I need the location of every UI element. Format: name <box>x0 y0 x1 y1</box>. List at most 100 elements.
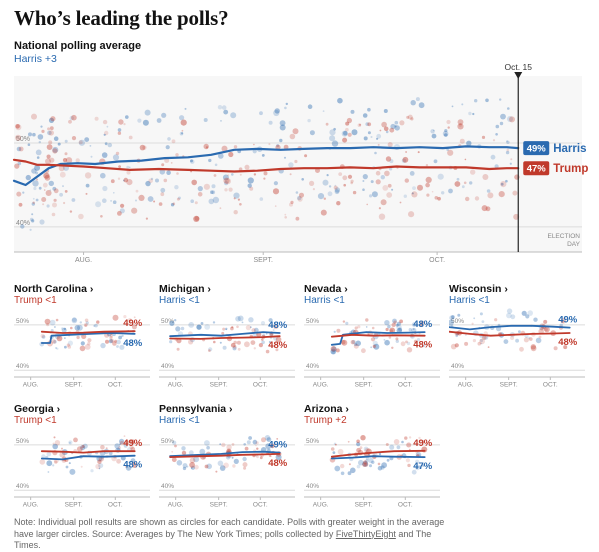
poll-dot <box>112 154 120 161</box>
poll-dot <box>283 144 289 150</box>
state-panel-north-carolina[interactable]: North Carolina › Trump <1 50% 40% AUG. SEPT… <box>14 283 154 395</box>
source-link[interactable]: FiveThirtyEight <box>335 528 396 539</box>
state-name[interactable]: Nevada › <box>304 283 348 295</box>
state-panel-pennsylvania[interactable]: Pennsylvania › Harris <1 50% 40% AUG. SEPT.… <box>159 403 299 515</box>
poll-dot <box>241 321 244 324</box>
poll-dot <box>382 185 389 191</box>
poll-dot <box>331 346 337 352</box>
state-panel-nevada[interactable]: Nevada › Harris <1 50% 40% AUG. SEPT. OCT. 48… <box>304 283 444 395</box>
poll-dot <box>213 340 216 344</box>
poll-dot <box>69 210 73 213</box>
poll-dot <box>221 105 227 110</box>
state-panel-georgia[interactable]: Georgia › Trump <1 50% 40% AUG. SEPT. OCT. 48… <box>14 403 154 515</box>
poll-dot <box>129 166 131 169</box>
poll-dot <box>51 339 56 344</box>
y-tick-label: 40% <box>306 363 319 370</box>
poll-dot <box>132 463 138 468</box>
poll-dot <box>264 435 271 441</box>
poll-dot <box>196 324 202 330</box>
poll-dot <box>261 437 266 443</box>
state-name[interactable]: North Carolina › <box>14 283 94 295</box>
poll-dot <box>255 444 257 447</box>
poll-dot <box>126 179 133 186</box>
poll-dot <box>525 314 530 319</box>
poll-dot <box>176 460 183 466</box>
poll-dot <box>334 465 341 472</box>
y-tick-label: 50% <box>16 136 30 143</box>
poll-dot <box>181 129 184 132</box>
state-name[interactable]: Arizona › <box>304 403 349 415</box>
poll-dot <box>499 98 502 101</box>
poll-dot <box>223 177 230 184</box>
poll-dot <box>193 456 200 463</box>
poll-dot <box>326 174 329 177</box>
x-tick-label: SEPT. <box>210 382 228 389</box>
poll-dot <box>270 445 272 448</box>
harris-end-value: 49% <box>527 144 547 155</box>
poll-dot <box>390 123 396 130</box>
state-panel-michigan[interactable]: Michigan › Harris <1 50% 40% AUG. SEPT. OCT.… <box>159 283 299 395</box>
footnote-text: Note: Individual poll results are shown … <box>14 517 445 539</box>
poll-dot <box>59 171 66 178</box>
poll-dot <box>176 347 180 351</box>
x-tick-label: OCT. <box>108 382 123 389</box>
poll-dot <box>411 469 417 475</box>
poll-dot <box>487 346 490 348</box>
state-name[interactable]: Wisconsin › <box>449 283 508 295</box>
state-chart: 50% 40% AUG. SEPT. OCT. 48% 48% <box>159 315 295 389</box>
poll-dot <box>388 336 392 339</box>
poll-dot <box>451 105 454 108</box>
poll-dot <box>199 448 206 455</box>
poll-dot <box>161 163 165 167</box>
poll-dot <box>108 451 113 456</box>
poll-dot <box>190 465 196 470</box>
poll-dot <box>276 144 280 148</box>
poll-dot <box>35 198 39 202</box>
poll-dot <box>362 174 368 180</box>
poll-dot <box>367 107 371 112</box>
poll-dot <box>109 334 114 338</box>
poll-dot <box>269 455 272 458</box>
poll-dot <box>230 342 236 348</box>
poll-dot <box>203 118 208 122</box>
poll-dot <box>341 130 348 137</box>
poll-dot <box>123 177 129 183</box>
state-panel-arizona[interactable]: Arizona › Trump +2 50% 40% AUG. SEPT. OCT. 47… <box>304 403 444 515</box>
poll-dot <box>225 328 228 331</box>
state-name[interactable]: Georgia › <box>14 403 61 415</box>
state-name[interactable]: Pennsylvania › <box>159 403 233 415</box>
poll-dot <box>481 320 485 323</box>
poll-dot <box>413 339 418 344</box>
poll-dot <box>471 322 474 325</box>
poll-dot <box>406 347 413 353</box>
state-leader: Trump <1 <box>14 415 57 426</box>
poll-dot <box>36 156 40 159</box>
poll-dot <box>160 187 166 193</box>
poll-dot <box>333 442 337 445</box>
x-tick-label: SEPT. <box>500 382 518 389</box>
poll-dot <box>105 447 108 450</box>
poll-dot <box>178 196 181 200</box>
poll-dot <box>485 206 491 212</box>
poll-dot <box>370 136 373 138</box>
poll-dot <box>112 200 117 204</box>
poll-dot <box>351 129 358 136</box>
poll-dot <box>284 213 287 216</box>
poll-dot <box>352 190 357 195</box>
poll-dot <box>506 140 510 144</box>
poll-dot <box>100 172 106 179</box>
poll-dot <box>224 178 231 185</box>
state-panel-wisconsin[interactable]: Wisconsin › Harris <1 50% 40% AUG. SEPT. OCT… <box>449 283 589 395</box>
poll-dot <box>114 443 120 449</box>
poll-dot <box>350 467 356 474</box>
state-name[interactable]: Michigan › <box>159 283 211 295</box>
poll-dot <box>279 124 286 131</box>
poll-dot <box>52 443 58 450</box>
poll-dot <box>102 119 108 125</box>
poll-dot <box>359 446 363 450</box>
poll-dot <box>156 118 162 123</box>
poll-dot <box>61 447 63 450</box>
poll-dot <box>142 145 147 150</box>
poll-dot <box>385 327 389 332</box>
poll-dot <box>494 318 498 322</box>
